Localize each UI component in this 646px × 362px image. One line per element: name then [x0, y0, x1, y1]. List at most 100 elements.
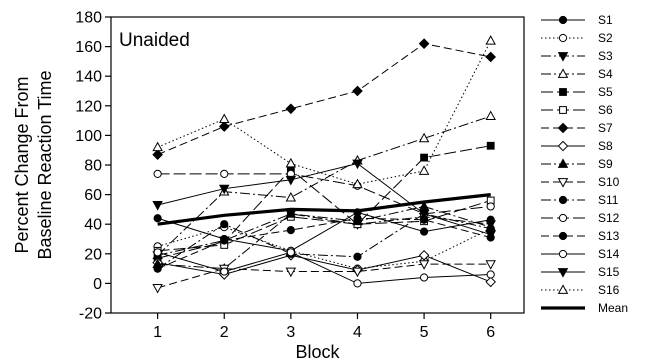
data-point-s15: [218, 184, 230, 195]
data-point-s1: [419, 227, 429, 236]
data-point-s14: [220, 267, 229, 276]
legend-label-s9: S9: [598, 157, 613, 171]
legend-label-s2: S2: [598, 31, 613, 45]
series-s2: [153, 223, 495, 273]
panel-label: Unaided: [119, 30, 190, 51]
legend-item-s9: S9: [541, 157, 613, 171]
data-point-s13: [353, 214, 362, 223]
data-point-s16: [418, 165, 430, 175]
legend-label-s10: S10: [598, 175, 620, 189]
series-s4: [152, 110, 496, 260]
axes: -20 0 20 40 60 80 100 120 140 160 180 1 2 3 4 5 6: [75, 10, 525, 341]
legend-label-s7: S7: [598, 121, 613, 135]
y-tick-label: 60: [84, 187, 102, 204]
data-point-s7: [418, 38, 430, 49]
data-point-s1: [153, 214, 162, 223]
data-point-s4: [418, 132, 430, 143]
data-point-s11: [353, 252, 362, 261]
data-point-s15: [352, 159, 363, 170]
series-s6: [153, 196, 495, 255]
data-point-s12: [486, 202, 495, 211]
legend-item-s12: S12: [541, 211, 620, 225]
legend-marker-s10: [557, 178, 569, 188]
series-line-s14: [157, 251, 491, 284]
data-point-s10: [152, 283, 163, 294]
y-axis-title-line-1: Percent Change From: [12, 76, 32, 253]
series-group: [152, 35, 497, 294]
legend-label-s8: S8: [598, 139, 613, 153]
data-point-s8: [485, 276, 497, 288]
legend-label-s6: S6: [598, 103, 613, 117]
series-line-s11: [157, 213, 491, 270]
data-point-s10: [352, 267, 363, 278]
legend-label-s13: S13: [598, 229, 620, 243]
data-point-s16: [285, 157, 297, 168]
legend-item-s14: S14: [541, 247, 620, 261]
legend-item-s16: S16: [541, 283, 620, 297]
data-point-s12: [220, 169, 229, 178]
series-line-s4: [157, 115, 491, 256]
data-point-s14: [353, 279, 362, 288]
data-point-s7: [152, 149, 163, 160]
legend-label-s15: S15: [598, 265, 620, 279]
data-point-s13: [220, 236, 229, 245]
legend-item-s13: S13: [541, 229, 620, 243]
legend-item-s4: S4: [541, 67, 613, 81]
data-point-s5: [420, 153, 428, 162]
data-point-s14: [486, 270, 495, 279]
data-point-s16: [485, 35, 496, 45]
data-point-s14: [153, 248, 162, 257]
x-tick-label: 3: [286, 324, 295, 341]
legend-marker-s11: [558, 195, 568, 205]
legend-marker-s1: [558, 15, 568, 25]
y-axis-title-line-2: Baseline Reaction Time: [35, 70, 55, 259]
data-point-s14: [419, 273, 429, 282]
series-line-s15: [157, 162, 491, 236]
legend-label-s1: S1: [598, 13, 613, 27]
series-s5: [153, 141, 495, 263]
x-tick-label: 1: [153, 324, 162, 341]
series-line-mean: [157, 193, 491, 226]
legend-marker-s12: [558, 213, 568, 223]
legend-item-s3: S3: [541, 49, 613, 63]
legend-item-s7: S7: [541, 121, 613, 135]
x-tick-label: 6: [486, 324, 495, 341]
data-point-s4: [285, 191, 297, 202]
data-point-s7: [218, 121, 230, 132]
plot-frame: [110, 16, 525, 314]
series-s16: [152, 35, 496, 189]
series-s8: [152, 249, 497, 288]
legend-label-mean: Mean: [598, 301, 628, 315]
x-tick-label: 4: [353, 324, 362, 341]
y-tick-label: 20: [84, 246, 102, 263]
y-tick-label: 80: [84, 158, 102, 175]
y-tick-label: 100: [75, 128, 102, 145]
data-point-s15: [485, 230, 496, 241]
series-line-s1: [157, 211, 491, 252]
series-line-s6: [157, 200, 491, 252]
legend-item-s2: S2: [541, 31, 613, 45]
legend-item-s15: S15: [541, 265, 620, 279]
data-point-s10: [418, 260, 430, 270]
data-point-s9: [285, 208, 297, 218]
data-point-s10: [285, 267, 297, 278]
y-tick-label: 120: [75, 98, 102, 115]
data-point-s7: [352, 85, 363, 97]
series-s13: [153, 214, 495, 273]
legend-label-s11: S11: [598, 193, 619, 207]
data-point-s7: [285, 103, 297, 115]
series-line-s3: [157, 213, 491, 256]
legend-item-s1: S1: [541, 13, 613, 27]
y-tick-label: -20: [79, 306, 102, 323]
series-s7: [152, 38, 497, 160]
series-line-s12: [157, 173, 491, 215]
series-line-s13: [157, 217, 491, 270]
data-point-s12: [153, 169, 162, 178]
legend-marker-s3: [557, 52, 569, 62]
legend-marker-s6: [559, 106, 567, 114]
x-tick-label: 2: [220, 324, 229, 341]
legend: S1 S2 S3 S4 S5 S6 S7 S8 S9 S10 S11 S12 S13 S14 S15 S16 M…: [541, 13, 628, 315]
legend-marker-s13: [558, 231, 568, 241]
